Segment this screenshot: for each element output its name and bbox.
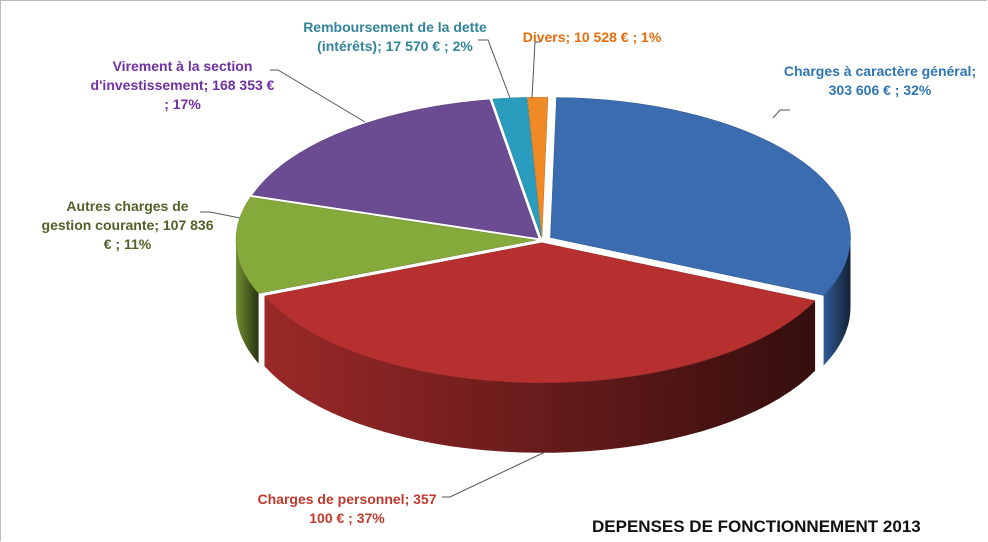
pie-slice	[550, 97, 851, 296]
leader-line	[478, 39, 511, 99]
data-label: Charges de personnel; 357 100 € ; 37%	[257, 491, 437, 526]
slice-side	[823, 237, 851, 366]
pie-sides	[236, 237, 851, 453]
pie-slice	[235, 196, 537, 294]
category-name: Autres charges de gestion courante	[41, 198, 189, 233]
data-label: Charges à caractère général; 303 606 € ;…	[783, 63, 977, 98]
leader-line	[531, 41, 540, 99]
data-label: Autres charges de gestion courante; 107 …	[41, 198, 214, 252]
value-label: 357 100 € ; 37%	[309, 491, 437, 526]
value-label: 107 836 € ; 11%	[103, 217, 214, 252]
leader-line	[772, 109, 790, 119]
leader-line	[442, 451, 546, 498]
category-name: Charges de personnel	[257, 491, 405, 507]
category-name: Charges à caractère général	[783, 63, 972, 79]
pie-slice	[264, 242, 816, 384]
category-name: Remboursement de la dette (intérêts)	[303, 19, 487, 54]
data-label: Remboursement de la dette (intérêts); 17…	[303, 19, 487, 54]
chart-title: DEPENSES DE FONCTIONNEMENT 2013	[592, 517, 921, 536]
value-label: 10 528 € ; 1%	[574, 29, 662, 45]
slice-side	[236, 240, 259, 364]
pie-slice	[527, 96, 549, 238]
slice-side	[264, 296, 816, 453]
category-name: Virement à la section d'investissement	[90, 58, 253, 93]
value-label: 303 606 € ; 32%	[828, 82, 932, 98]
value-label: 17 570 € ; 2%	[385, 38, 473, 54]
leader-line	[200, 211, 241, 219]
data-label: Divers; 10 528 € ; 1%	[522, 29, 662, 45]
category-name: Divers	[522, 29, 566, 45]
data-label: Virement à la section d'investissement; …	[90, 58, 275, 112]
leader-line	[270, 69, 366, 123]
value-label: 168 353 € ; 17%	[164, 77, 275, 112]
pie-slice	[252, 99, 539, 239]
